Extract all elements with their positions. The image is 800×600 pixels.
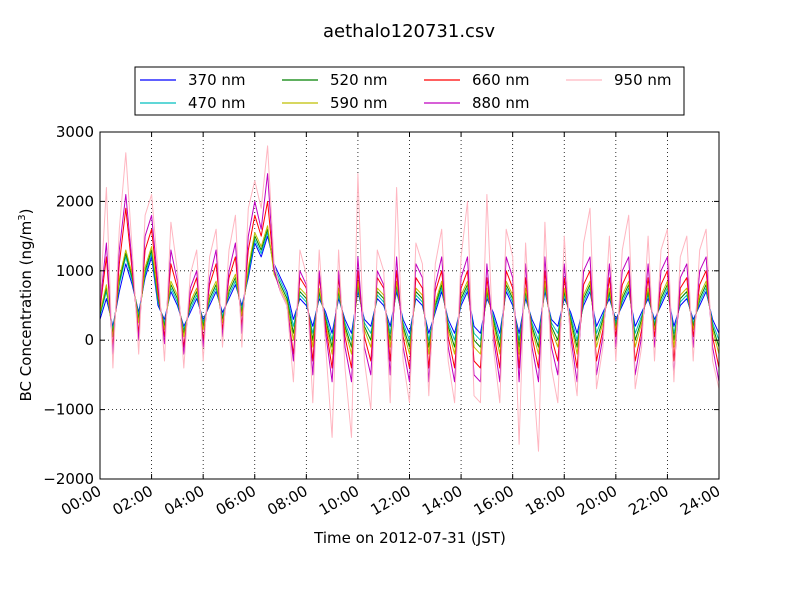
x-tick-label: 20:00 [574, 482, 620, 519]
x-tick-label: 18:00 [522, 482, 568, 519]
series-line-950-nm [99, 145, 720, 452]
series-line-880-nm [99, 173, 720, 383]
x-tick-label: 08:00 [264, 482, 310, 519]
series-line-590-nm [99, 225, 720, 355]
legend-frame [134, 66, 685, 116]
x-tick-label: 06:00 [213, 482, 259, 519]
y-axis-label-close: ) [17, 209, 35, 215]
x-tick-label: 12:00 [367, 482, 413, 519]
series-line-370-nm [99, 235, 720, 334]
legend-label: 590 nm [330, 94, 388, 112]
series-line-520-nm [99, 228, 720, 348]
y-tick-label: 0 [84, 331, 94, 349]
legend-label: 370 nm [188, 71, 246, 89]
y-tick-label: 2000 [56, 192, 94, 210]
y-tick-labels: 3000 2000 1000 0 −1000 −2000 [43, 123, 94, 488]
y-tick-label: −2000 [43, 470, 94, 488]
x-tick-label: 04:00 [161, 482, 207, 519]
x-tick-label: 22:00 [625, 482, 671, 519]
y-axis-label: BC Concentration (ng/m3) [17, 209, 35, 402]
x-axis-label: Time on 2012-07-31 (JST) [313, 529, 506, 547]
x-tick-label: 02:00 [110, 482, 156, 519]
legend-label: 880 nm [472, 94, 530, 112]
legend: 370 nm 470 nm 520 nm 590 nm 660 nm 880 nm 950 … [134, 66, 685, 116]
chart-title: aethalo120731.csv [323, 21, 495, 42]
plot-area [99, 131, 720, 480]
x-tick-label: 14:00 [419, 482, 465, 519]
legend-label: 470 nm [188, 94, 246, 112]
series-line-470-nm [99, 232, 720, 341]
x-tick-label: 24:00 [677, 482, 723, 519]
axis-ticks [99, 131, 720, 480]
plot-frame [100, 132, 719, 479]
x-tick-label: 10:00 [316, 482, 362, 519]
x-tick-labels: 00:00 02:00 04:00 06:00 08:00 10:00 12:00 14:00… [58, 482, 723, 519]
y-tick-label: 3000 [56, 123, 94, 141]
legend-label: 660 nm [472, 71, 530, 89]
legend-label: 520 nm [330, 71, 388, 89]
y-axis-label-superscript: 3 [17, 214, 28, 220]
series-line-660-nm [99, 200, 720, 369]
y-tick-label: 1000 [56, 262, 94, 280]
x-tick-label: 16:00 [471, 482, 517, 519]
series-lines [99, 145, 720, 452]
y-tick-label: −1000 [43, 401, 94, 419]
y-axis-label-main: BC Concentration (ng/m [17, 221, 35, 402]
legend-label: 950 nm [614, 71, 672, 89]
